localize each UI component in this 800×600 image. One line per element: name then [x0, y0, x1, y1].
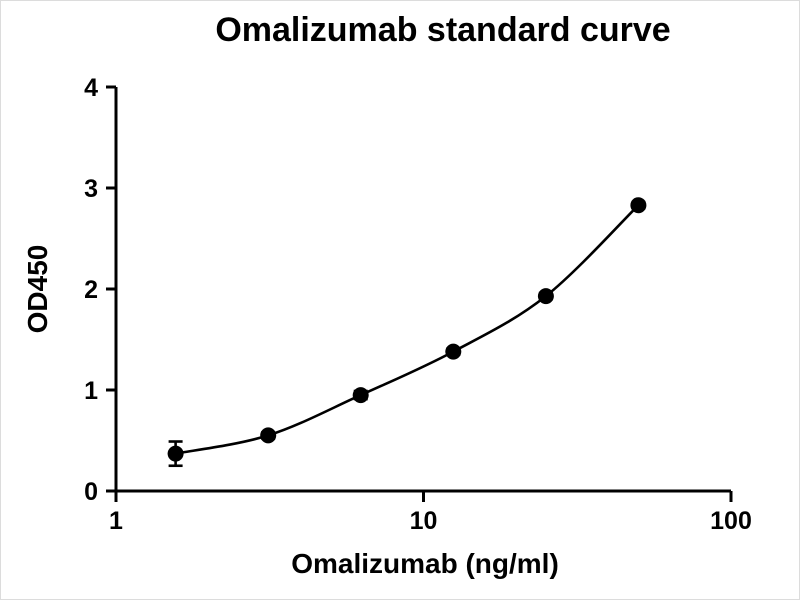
y-tick-label: 1 — [84, 377, 98, 405]
data-point — [445, 343, 462, 360]
y-tick-label: 3 — [84, 175, 98, 203]
chart-title: Omalizumab standard curve — [215, 11, 670, 49]
axes-frame — [114, 87, 731, 493]
y-axis-label: OD450 — [22, 245, 53, 334]
x-tick-label: 10 — [410, 507, 438, 535]
y-tick-label: 0 — [84, 478, 98, 506]
fit-curve — [175, 204, 640, 455]
data-point — [352, 387, 369, 404]
data-point — [630, 197, 647, 214]
data-point — [537, 288, 554, 305]
x-tick-label: 100 — [710, 507, 752, 535]
data-point — [260, 427, 277, 444]
y-tick-label: 4 — [84, 74, 98, 102]
data-point — [167, 445, 184, 462]
x-axis-label: Omalizumab (ng/ml) — [291, 548, 559, 579]
y-tick-label: 2 — [84, 276, 98, 304]
x-tick-label: 1 — [109, 507, 123, 535]
